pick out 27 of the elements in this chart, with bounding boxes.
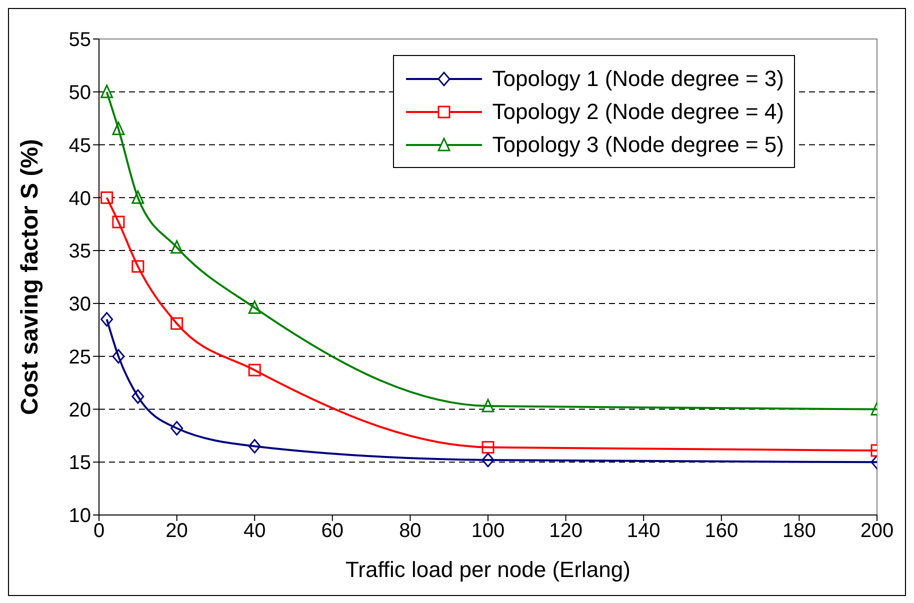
y-tick-label: 10 <box>68 505 91 528</box>
x-tick-label: 80 <box>399 520 422 542</box>
x-tick-label: 160 <box>704 520 738 542</box>
x-tick-label: 60 <box>321 520 344 542</box>
x-axis-title: Traffic load per node (Erlang) <box>346 557 630 582</box>
legend-label: Topology 1 (Node degree = 3) <box>492 66 784 92</box>
y-axis-title: Cost saving factor S (%) <box>16 138 44 416</box>
x-tick-label: 20 <box>166 520 188 542</box>
x-tick-label: 40 <box>243 520 266 542</box>
y-tick-label: 20 <box>68 399 91 422</box>
y-tick-label: 25 <box>68 346 91 368</box>
x-tick-label: 120 <box>549 520 582 542</box>
x-tick-label: 0 <box>93 520 105 542</box>
legend-label: Topology 3 (Node degree = 5) <box>492 132 784 158</box>
y-tick-label: 35 <box>68 240 91 263</box>
y-tick-label: 40 <box>68 188 91 210</box>
x-tick-label: 140 <box>626 520 660 542</box>
x-tick-label: 100 <box>471 520 505 542</box>
y-tick-label: 50 <box>68 82 91 104</box>
y-tick-label: 45 <box>68 134 91 157</box>
point <box>100 191 114 204</box>
y-tick-label: 15 <box>68 452 91 474</box>
x-tick-label: 180 <box>782 520 816 542</box>
x-tick-label: 200 <box>860 520 894 542</box>
y-tick-label: 55 <box>68 29 91 52</box>
y-tick-label: 30 <box>68 294 91 316</box>
legend-label: Topology 2 (Node degree = 4) <box>492 98 784 124</box>
